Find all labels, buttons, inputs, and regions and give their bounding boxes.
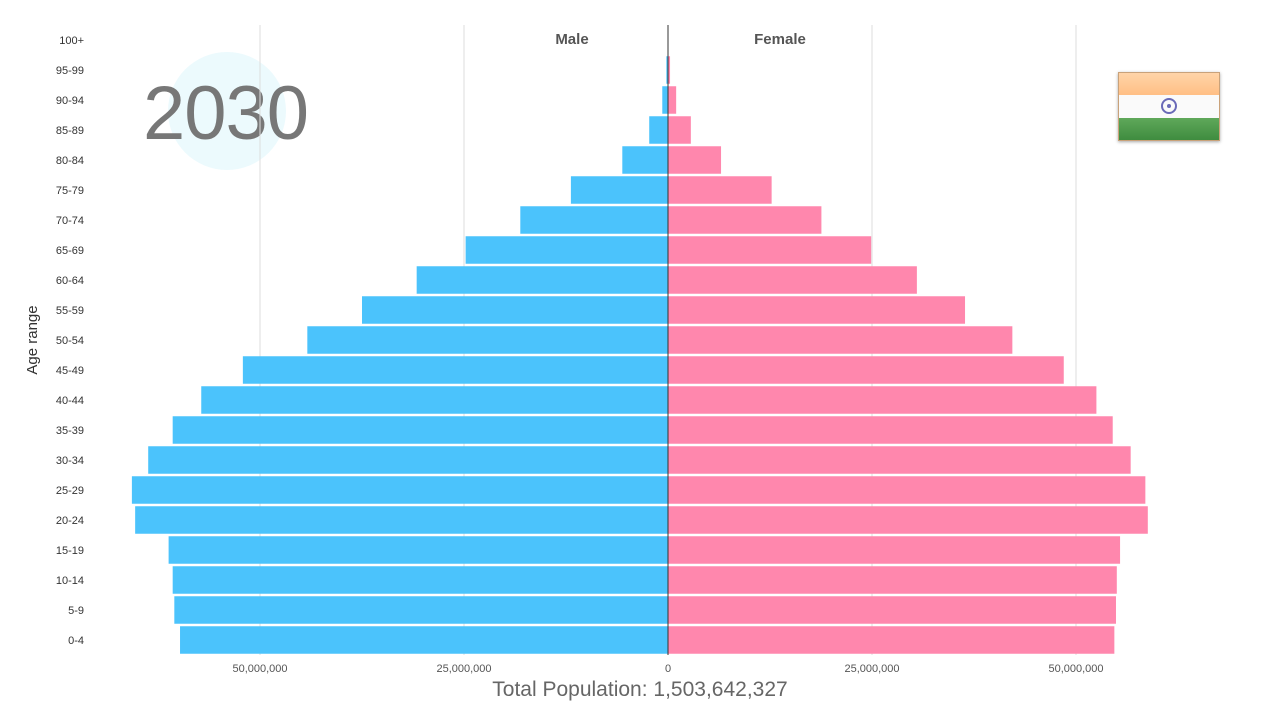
female-bar [668, 446, 1131, 474]
female-bar [668, 296, 966, 324]
y-tick-label: 100+ [59, 35, 84, 47]
y-tick-label: 20-24 [56, 515, 84, 527]
y-tick-label: 35-39 [56, 425, 84, 437]
female-bar [668, 56, 671, 84]
y-tick-label: 60-64 [56, 275, 84, 287]
male-bar [174, 596, 668, 624]
male-bar [148, 446, 668, 474]
female-bar [668, 146, 722, 174]
y-tick-label: 10-14 [56, 575, 84, 587]
female-bar [668, 236, 872, 264]
male-bar [307, 326, 668, 354]
y-tick-label: 50-54 [56, 335, 84, 347]
female-bar [668, 506, 1148, 534]
male-bar [172, 566, 669, 594]
male-bar [416, 266, 668, 294]
y-tick-label: 40-44 [56, 395, 84, 407]
y-tick-label: 95-99 [56, 65, 84, 77]
y-tick-label: 15-19 [56, 545, 84, 557]
female-bar [668, 356, 1064, 384]
y-tick-label: 70-74 [56, 215, 84, 227]
y-tick-label: 25-29 [56, 485, 84, 497]
female-bar [668, 536, 1121, 564]
male-bar [662, 86, 668, 114]
total-population-value: 1,503,642,327 [653, 678, 788, 701]
y-tick-label: 30-34 [56, 455, 84, 467]
male-bar [201, 386, 669, 414]
male-bar [172, 416, 669, 444]
male-bar [520, 206, 668, 234]
y-tick-label: 55-59 [56, 305, 84, 317]
female-bar [668, 596, 1116, 624]
female-bar [668, 386, 1097, 414]
ashoka-chakra-icon [1161, 98, 1177, 115]
y-tick-label: 80-84 [56, 155, 84, 167]
female-bar [668, 566, 1117, 594]
female-bar [668, 326, 1013, 354]
india-flag-icon [1118, 72, 1220, 141]
male-bar [242, 356, 668, 384]
female-bar [668, 626, 1115, 654]
y-axis-title: Age range [24, 305, 41, 374]
total-population: Total Population: 1,503,642,327 [0, 678, 1280, 702]
y-tick-label: 45-49 [56, 365, 84, 377]
male-bar [570, 176, 668, 204]
x-tick-label: 0 [665, 663, 671, 675]
male-bar [362, 296, 668, 324]
female-bar [668, 176, 772, 204]
male-bar [135, 506, 669, 534]
y-tick-label: 90-94 [56, 95, 84, 107]
female-bar [668, 266, 917, 294]
legend-female: Female [754, 31, 806, 48]
female-bar [668, 476, 1146, 504]
x-tick-label: 50,000,000 [1048, 663, 1103, 675]
total-population-label: Total Population: [492, 678, 648, 701]
y-tick-label: 0-4 [68, 635, 84, 647]
male-bar [131, 476, 668, 504]
year-label: 2030 [143, 71, 309, 156]
male-bar [168, 536, 668, 564]
male-bar [465, 236, 668, 264]
legend-male: Male [555, 31, 588, 48]
x-tick-label: 50,000,000 [232, 663, 287, 675]
male-bar [666, 56, 668, 84]
female-bar [668, 206, 822, 234]
y-tick-label: 85-89 [56, 125, 84, 137]
female-bar [668, 86, 677, 114]
male-bar [649, 116, 668, 144]
female-bar [668, 416, 1113, 444]
watermark-logo [168, 52, 286, 170]
x-tick-label: 25,000,000 [844, 663, 899, 675]
y-tick-label: 65-69 [56, 245, 84, 257]
y-tick-label: 75-79 [56, 185, 84, 197]
x-tick-label: 25,000,000 [436, 663, 491, 675]
male-bar [622, 146, 668, 174]
male-bar [180, 626, 669, 654]
y-tick-label: 5-9 [68, 605, 84, 617]
female-bar [668, 116, 691, 144]
